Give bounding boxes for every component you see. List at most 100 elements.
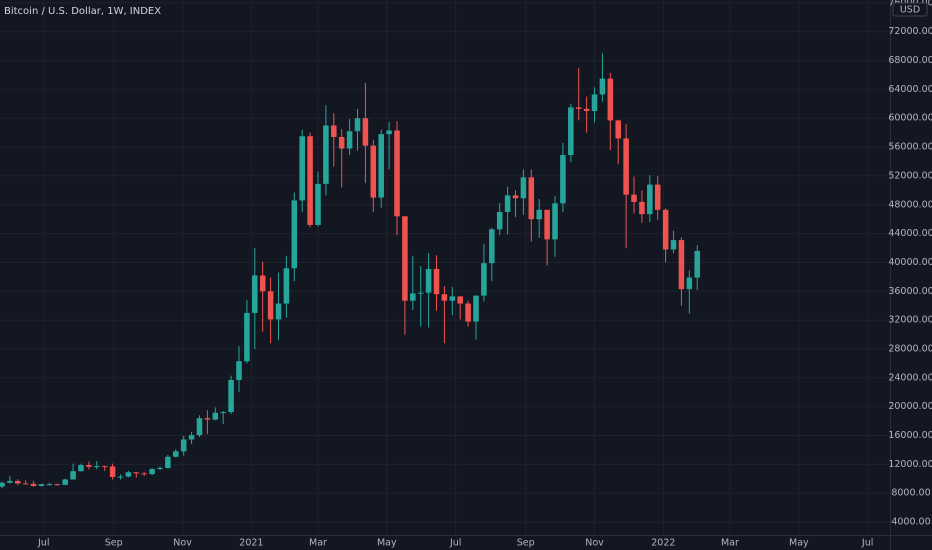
y-tick-label: 44000.00 (888, 228, 932, 239)
candle-body (654, 184, 661, 210)
y-tick-label: 32000.00 (888, 315, 932, 326)
y-tick-label: 68000.00 (888, 55, 932, 66)
candle-body (417, 292, 424, 294)
x-tick-label: 2022 (651, 538, 675, 549)
candle-body (38, 484, 45, 486)
candle-body (22, 483, 29, 485)
candle-body (338, 136, 345, 149)
candle-body (117, 476, 124, 478)
candle-body (631, 194, 637, 202)
candle-body (465, 303, 471, 322)
candle-body (425, 268, 432, 293)
candle-body (378, 134, 384, 198)
candle-body (70, 471, 76, 480)
candle-body (62, 479, 68, 485)
candle-body (54, 484, 61, 486)
candle-body (299, 136, 305, 201)
currency-badge[interactable] (892, 2, 928, 17)
candle-body (315, 183, 321, 225)
chart-title: Bitcoin / U.S. Dollar, 1W, INDEX (4, 6, 161, 17)
candle-body (552, 203, 558, 240)
candle-body (504, 195, 511, 212)
candle-body (362, 118, 369, 146)
x-tick-label: 2021 (239, 538, 263, 549)
x-tick-label: Sep (105, 538, 123, 549)
candle-body (101, 466, 108, 468)
candle-body (141, 473, 147, 475)
candle-body (496, 211, 503, 230)
x-tick-label: May (789, 538, 809, 549)
candle-body (449, 296, 456, 301)
candle-body (560, 155, 566, 204)
candle-body (15, 480, 21, 484)
candle-body (173, 451, 179, 457)
candle-body (220, 412, 226, 414)
x-tick-label: Nov (173, 538, 192, 549)
candle-body (252, 275, 258, 313)
y-tick-label: 4000.00 (891, 517, 930, 528)
candle-body (331, 125, 337, 137)
x-tick-label: Nov (585, 538, 604, 549)
candle-body (686, 277, 693, 290)
candle-body (694, 250, 700, 278)
y-tick-label: 12000.00 (888, 459, 932, 470)
candle-body (204, 418, 211, 420)
candle-body (457, 296, 463, 304)
candle-body (94, 466, 100, 468)
candle-body (267, 291, 274, 320)
y-tick-label: 40000.00 (888, 257, 932, 268)
candle-body (591, 94, 598, 112)
candle-body (275, 303, 282, 320)
candle-body (196, 418, 203, 436)
candle-body (410, 293, 416, 301)
x-tick-label: Jul (449, 538, 461, 549)
candle-body (670, 240, 677, 250)
candle-body (575, 107, 582, 109)
candle-body (7, 480, 13, 483)
x-tick-label: Jul (37, 538, 49, 549)
y-tick-label: 20000.00 (888, 401, 932, 412)
candle-body (678, 240, 685, 290)
candle-body (481, 263, 487, 296)
candle-body (623, 138, 629, 195)
grid (0, 0, 890, 535)
candle-body (386, 130, 392, 135)
candle-body (512, 195, 519, 199)
y-tick-label: 36000.00 (888, 286, 932, 297)
x-tick-label: Mar (309, 538, 327, 549)
x-tick-label: Mar (721, 538, 739, 549)
candle-body (180, 439, 187, 452)
candle-body (236, 361, 242, 380)
candle-body (544, 209, 550, 240)
candle-body (244, 312, 250, 362)
candle-body (0, 482, 5, 487)
candle-body (402, 216, 408, 301)
candle-body (568, 107, 574, 156)
candle-body (86, 465, 92, 467)
candle-body (157, 467, 163, 470)
candle-body (370, 145, 377, 198)
x-tick-label: May (377, 538, 397, 549)
candle-body (78, 465, 84, 472)
candle-body (639, 201, 645, 215)
y-tick-label: 24000.00 (888, 372, 932, 383)
candle-body (212, 412, 219, 420)
candle-body (188, 435, 195, 440)
currency-label[interactable]: USD (900, 5, 920, 16)
candle-body (307, 136, 313, 225)
candle-body (441, 294, 448, 301)
y-tick-label: 60000.00 (888, 113, 932, 124)
candle-body (599, 78, 606, 95)
candle-body (291, 200, 298, 269)
candle-body (46, 484, 53, 486)
candle-body (354, 118, 361, 132)
y-tick-label: 72000.00 (888, 26, 932, 37)
y-tick-label: 28000.00 (888, 343, 932, 354)
y-tick-label: 64000.00 (888, 84, 932, 95)
candle-body (149, 469, 155, 475)
y-tick-label: 8000.00 (891, 488, 930, 499)
candle-body (489, 229, 495, 264)
candles (0, 53, 700, 489)
